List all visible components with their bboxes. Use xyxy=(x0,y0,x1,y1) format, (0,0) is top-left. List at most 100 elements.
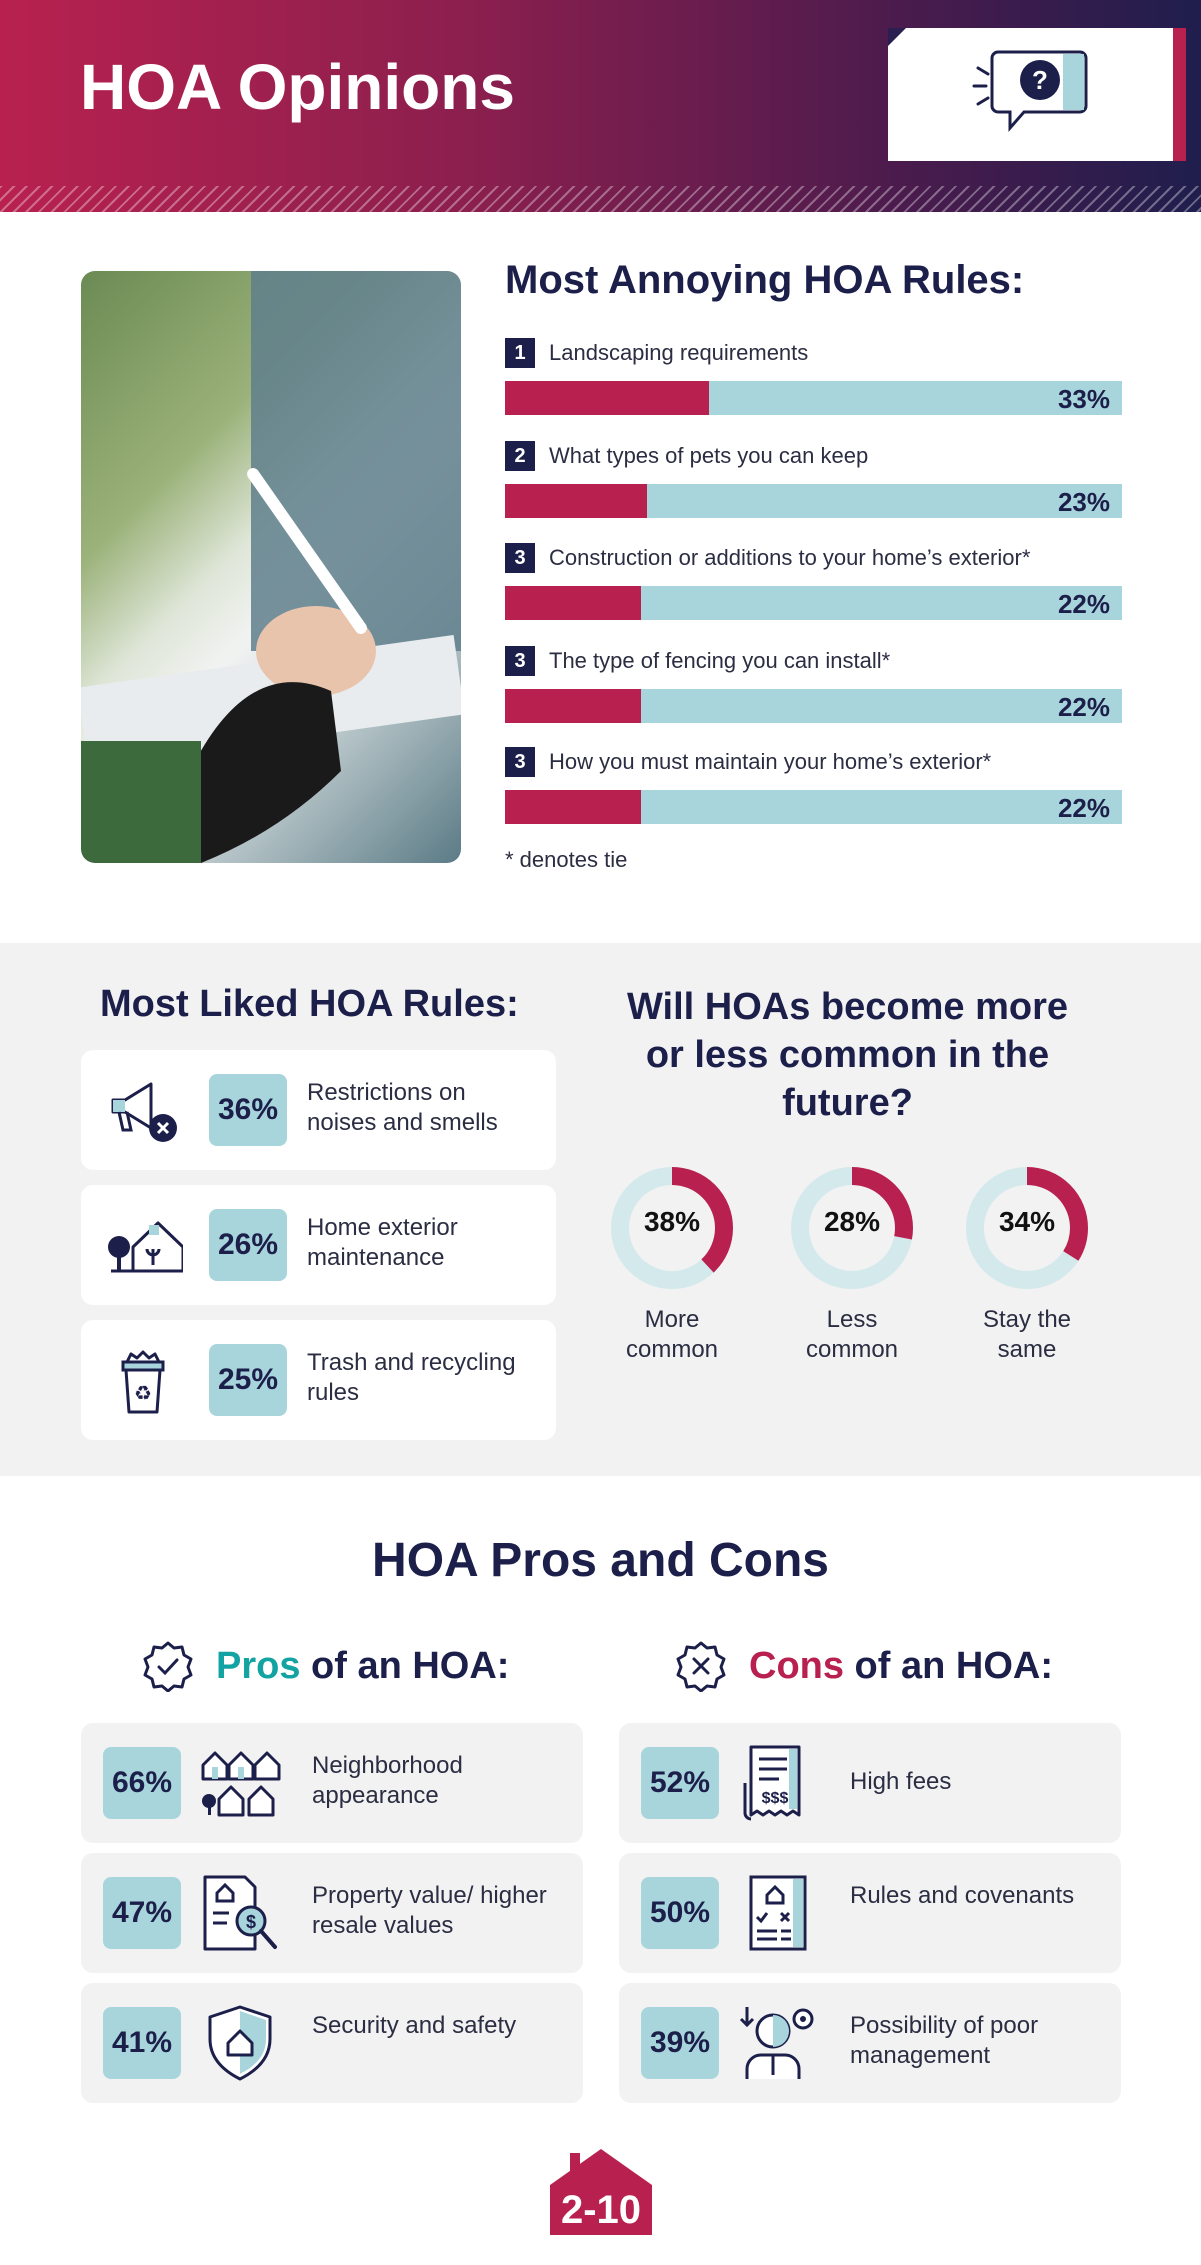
liked-text: Trash and recycling rules xyxy=(307,1349,516,1406)
liked-card: 26% Home exterior maintenance xyxy=(81,1185,556,1305)
liked-pct: 26% xyxy=(209,1209,287,1281)
bar-track: 33% xyxy=(505,381,1122,415)
liked-text: Restrictions on noises and smells xyxy=(307,1079,498,1136)
pro-pct: 41% xyxy=(103,2007,181,2079)
liked-pct: 36% xyxy=(209,1074,287,1146)
tie-note: * denotes tie xyxy=(505,847,628,872)
fees-receipt-icon: $$$ xyxy=(743,1745,801,1821)
property-value-icon: $ xyxy=(203,1875,277,1951)
question-chat-icon: ? xyxy=(972,50,1088,132)
donut-ring xyxy=(611,1167,733,1289)
bar-fill xyxy=(505,586,641,620)
svg-text:$: $ xyxy=(246,1912,256,1932)
donut-slice xyxy=(791,1167,913,1289)
liked-card: 36% Restrictions on noises and smells xyxy=(81,1050,556,1170)
liked-rules-title: Most Liked HOA Rules: xyxy=(100,983,519,1025)
rule-label: What types of pets you can keep xyxy=(549,443,869,468)
con-pct: 50% xyxy=(641,1877,719,1949)
bar-track: 22% xyxy=(505,790,1122,824)
donut-slice xyxy=(966,1167,1088,1289)
pros-cons-title: HOA Pros and Cons xyxy=(372,1534,829,1587)
donut-category-label: Less common xyxy=(805,1306,899,1363)
future-title: Will HOAs become more or less common in … xyxy=(627,986,1068,1124)
pro-card: 47% $ Property value/ higher resale valu… xyxy=(81,1853,583,1973)
donut-item: 34% Stay the same xyxy=(962,1163,1092,1365)
house-maintenance-icon xyxy=(108,1221,183,1273)
bar-track: 23% xyxy=(505,484,1122,518)
bar-value-label: 22% xyxy=(1057,692,1110,722)
rank-badge: 2 xyxy=(505,441,535,471)
donut-value-label: 28% xyxy=(823,1206,881,1237)
con-card: 39% Possibility of poor management xyxy=(619,1983,1121,2103)
recycling-bin-icon: ♻ xyxy=(121,1350,165,1414)
liked-card: ♻ 25% Trash and recycling rules xyxy=(81,1320,556,1440)
con-text: High fees xyxy=(850,1768,952,1795)
rule-label: How you must maintain your home’s exteri… xyxy=(549,749,992,774)
annoying-rules-title: Most Annoying HOA Rules: xyxy=(505,258,1025,302)
pro-pct: 47% xyxy=(103,1877,181,1949)
bar-value-label: 33% xyxy=(1057,384,1110,414)
donut-category-label: Stay the same xyxy=(982,1306,1072,1363)
liked-pct: 25% xyxy=(209,1344,287,1416)
cons-heading-rest: of an HOA: xyxy=(844,1644,1053,1687)
bar-track: 22% xyxy=(505,586,1122,620)
pros-word: Pros xyxy=(216,1644,301,1687)
pro-text: Property value/ higher resale values xyxy=(312,1882,547,1939)
bar-fill xyxy=(505,484,647,518)
bar-value-label: 23% xyxy=(1057,487,1110,517)
donut-ring xyxy=(966,1167,1088,1289)
svg-text:$$$: $$$ xyxy=(762,1790,789,1807)
donut-value-label: 38% xyxy=(643,1206,701,1237)
pro-card: 66% Neighborhood appearance xyxy=(81,1723,583,1843)
con-pct: 39% xyxy=(641,2007,719,2079)
donut-slice xyxy=(611,1167,733,1289)
svg-text:♻: ♻ xyxy=(134,1383,152,1405)
con-pct: 52% xyxy=(641,1747,719,1819)
cons-word: Cons xyxy=(749,1644,844,1687)
icon-box-accent xyxy=(1173,28,1186,161)
bar-value-label: 22% xyxy=(1057,793,1110,823)
rule-label: Landscaping requirements xyxy=(549,340,809,365)
rule-label: Construction or additions to your home’s… xyxy=(549,545,1031,570)
header-banner: HOA Opinions ? xyxy=(0,0,1201,212)
rank-badge: 3 xyxy=(505,747,535,777)
rank-badge: 1 xyxy=(505,338,535,368)
page-title: HOA Opinions xyxy=(80,51,515,123)
con-card: 52% $$$ High fees xyxy=(619,1723,1121,1843)
rank-badge: 3 xyxy=(505,646,535,676)
check-badge-icon xyxy=(143,1641,193,1692)
neighborhood-icon xyxy=(201,1751,281,1817)
con-card: 50% Rules and covenants xyxy=(619,1853,1121,1973)
header-icon-box: ? xyxy=(888,28,1186,161)
bar-fill xyxy=(505,689,641,723)
rule-label: The type of fencing you can install* xyxy=(549,648,891,673)
bar-fill xyxy=(505,790,641,824)
rank-badge: 3 xyxy=(505,543,535,573)
pro-text: Neighborhood appearance xyxy=(312,1752,463,1809)
icon-box-notch xyxy=(888,28,906,46)
donut-value-label: 34% xyxy=(998,1206,1056,1237)
logo-text: 2-10 xyxy=(561,2188,641,2232)
pros-heading-rest: of an HOA: xyxy=(300,1644,510,1687)
x-badge-icon xyxy=(676,1641,726,1692)
donut-item: 28% Less common xyxy=(787,1163,917,1365)
pro-card: 41% Security and safety xyxy=(81,1983,583,2103)
donut-ring xyxy=(791,1167,913,1289)
megaphone-mute-icon xyxy=(111,1082,177,1142)
con-text: Rules and covenants xyxy=(850,1882,1075,1909)
pro-pct: 66% xyxy=(103,1747,181,1819)
bar-track: 22% xyxy=(505,689,1122,723)
con-text: Possibility of poor management xyxy=(850,2012,1039,2069)
bar-value-label: 22% xyxy=(1057,589,1110,619)
clipboard-photo xyxy=(81,271,461,863)
manager-gear-icon xyxy=(739,2007,814,2079)
pro-text: Security and safety xyxy=(312,2012,517,2039)
liked-text: Home exterior maintenance xyxy=(307,1214,458,1271)
brand-logo: 2-10 xyxy=(550,2149,652,2235)
header-stripes xyxy=(0,186,1201,212)
shield-home-icon xyxy=(208,2005,272,2081)
bar-fill xyxy=(505,381,709,415)
cons-heading: Cons of an HOA: xyxy=(675,1640,1053,1692)
rules-document-icon xyxy=(749,1875,807,1951)
donut-item: 38% More common xyxy=(607,1163,737,1365)
